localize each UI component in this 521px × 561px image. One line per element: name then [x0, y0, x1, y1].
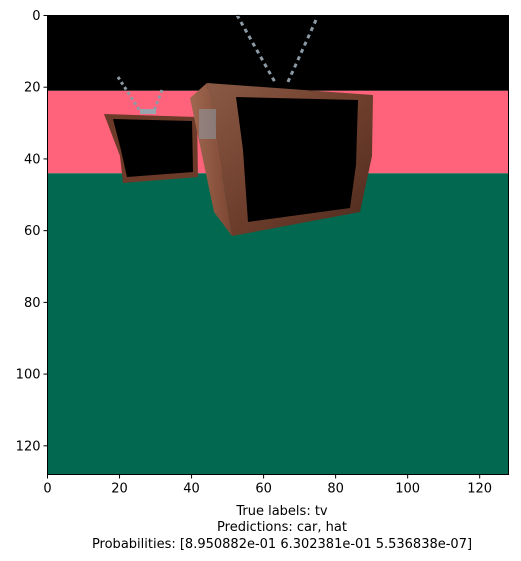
y-tick-label: 60	[24, 224, 41, 239]
x-tick-label: 20	[111, 482, 128, 497]
tv-large-screen	[236, 97, 358, 222]
caption-probabilities: Probabilities: [8.950882e-01 6.302381e-0…	[92, 537, 472, 552]
tv-large-side-panel	[199, 109, 216, 139]
background-bands	[47, 15, 509, 475]
y-tick-label: 120	[16, 439, 41, 454]
tv-large-antenna-right	[285, 19, 318, 85]
y-tick-label: 100	[16, 368, 41, 383]
y-tick-label: 40	[24, 152, 41, 167]
tv-small	[104, 76, 198, 183]
y-tick-label: 80	[24, 296, 41, 311]
x-tick-label: 0	[43, 482, 51, 497]
x-tick-label: 40	[183, 482, 200, 497]
tv-large-antenna-left	[235, 14, 278, 85]
axes-frame	[47, 15, 509, 475]
y-axis-ticks: 0 20 40 60 80 100 120	[16, 9, 48, 454]
tv-large	[190, 14, 373, 236]
y-tick-label: 20	[24, 81, 41, 96]
tv-small-screen	[113, 119, 193, 177]
x-tick-label: 80	[327, 482, 344, 497]
background-band-0	[47, 15, 509, 91]
caption-true-labels: True labels: tv	[235, 504, 328, 519]
tv-small-antenna-right	[152, 89, 164, 112]
y-tick-label: 0	[32, 9, 40, 24]
caption-predictions: Predictions: car, hat	[217, 520, 347, 535]
x-tick-label: 120	[467, 482, 492, 497]
x-tick-label: 60	[255, 482, 272, 497]
x-tick-label: 100	[395, 482, 420, 497]
x-axis-ticks: 0 20 40 60 80 100 120	[43, 474, 492, 497]
tv-small-antenna-base	[140, 109, 156, 114]
tv-small-antenna-left	[116, 76, 142, 112]
plot-area	[47, 14, 509, 475]
